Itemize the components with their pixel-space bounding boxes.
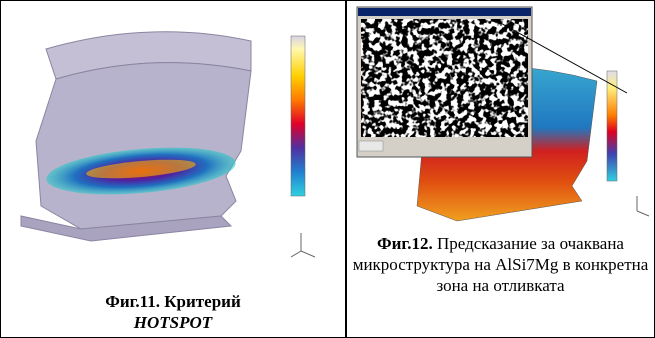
caption-label: Фиг.12.: [377, 234, 433, 253]
wheel-section: [36, 63, 251, 229]
axis-triad: [291, 233, 315, 257]
window-titlebar: [358, 8, 531, 16]
figure-12: Фиг.12. Предсказание за очаквана микрост…: [347, 1, 654, 337]
caption-label: Фиг.11.: [105, 292, 160, 311]
page: Фиг.11. Критерий HOTSPOT: [0, 0, 655, 338]
color-legend: [291, 36, 305, 196]
caption-emphasis: HOTSPOT: [1, 312, 345, 333]
caption-text: Критерий: [164, 292, 241, 311]
figure-11: Фиг.11. Критерий HOTSPOT: [1, 1, 347, 337]
window-button: [359, 141, 383, 151]
color-legend: [607, 71, 617, 181]
micrograph: [361, 19, 528, 137]
hotspot-render: [1, 1, 345, 281]
axis-triad: [637, 196, 649, 216]
microstructure-render: [347, 1, 654, 226]
caption: Фиг.12. Предсказание за очаквана микрост…: [351, 233, 650, 296]
caption: Фиг.11. Критерий HOTSPOT: [1, 291, 345, 333]
